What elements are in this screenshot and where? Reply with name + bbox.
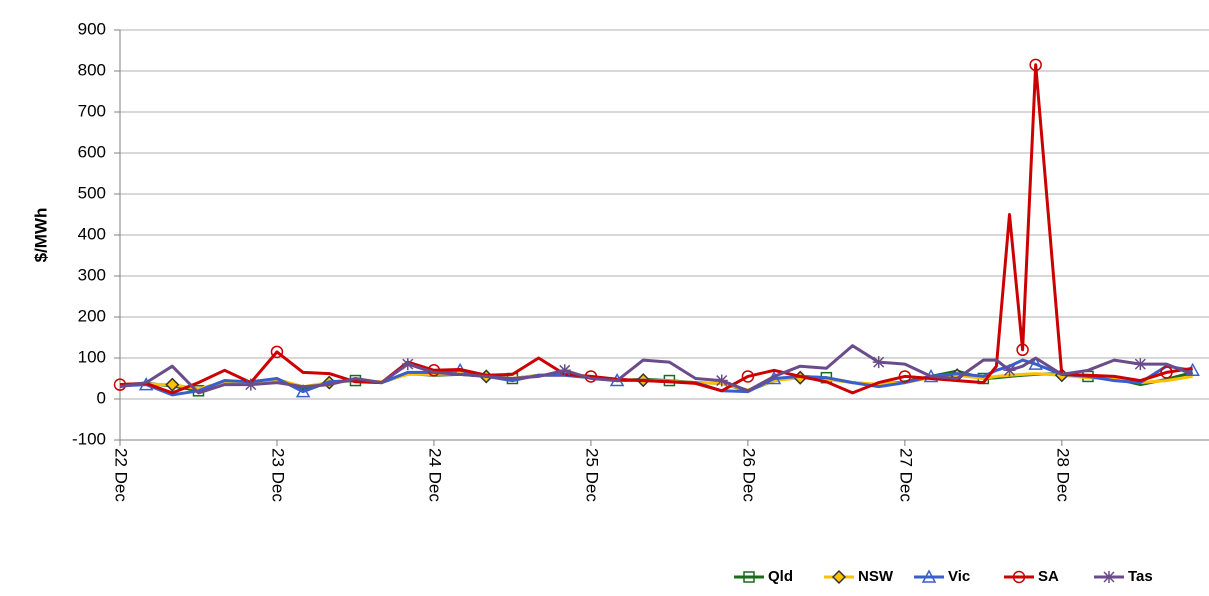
marker xyxy=(898,370,912,383)
marker xyxy=(872,356,885,369)
marker xyxy=(244,378,257,391)
x-tick-label: 27 Dec xyxy=(896,448,915,502)
y-tick-label: 100 xyxy=(78,347,106,366)
marker xyxy=(295,384,311,398)
marker xyxy=(921,569,937,583)
marker xyxy=(715,374,728,387)
y-tick-label: -100 xyxy=(72,429,106,448)
marker xyxy=(1003,364,1016,377)
legend-item: Vic xyxy=(914,568,970,585)
y-tick-label: 600 xyxy=(78,142,106,161)
y-tick-label: 900 xyxy=(78,19,106,38)
x-tick-label: 25 Dec xyxy=(582,448,601,502)
marker xyxy=(165,377,180,392)
legend-label: SA xyxy=(1038,568,1059,585)
marker xyxy=(831,569,847,585)
marker xyxy=(741,370,755,383)
x-tick-label: 24 Dec xyxy=(425,448,444,502)
y-tick-label: 200 xyxy=(78,306,106,325)
marker xyxy=(1160,366,1173,379)
y-axis-label: $/MWh xyxy=(31,208,50,263)
y-tick-label: 300 xyxy=(78,265,106,284)
legend-label: Qld xyxy=(768,568,793,585)
y-tick-label: 400 xyxy=(78,224,106,243)
marker xyxy=(1016,343,1029,357)
x-tick-label: 23 Dec xyxy=(268,448,287,502)
legend-item: NSW xyxy=(824,568,894,585)
x-tick-label: 22 Dec xyxy=(112,448,131,502)
x-tick-label: 26 Dec xyxy=(739,448,758,502)
legend-item: Qld xyxy=(734,568,793,585)
legend-item: Tas xyxy=(1094,568,1153,585)
legend-label: NSW xyxy=(858,568,894,585)
marker xyxy=(1103,571,1115,583)
y-tick-label: 700 xyxy=(78,101,106,120)
y-tick-label: 800 xyxy=(78,60,106,79)
legend-label: Vic xyxy=(948,568,970,585)
legend-label: Tas xyxy=(1128,568,1153,585)
marker xyxy=(1029,58,1042,72)
series-line xyxy=(119,63,1193,395)
y-tick-label: 500 xyxy=(78,183,106,202)
marker xyxy=(743,571,755,583)
marker xyxy=(558,364,571,377)
marker xyxy=(1012,570,1026,584)
marker xyxy=(1028,356,1043,370)
y-tick-label: 0 xyxy=(97,388,106,407)
marker xyxy=(1134,358,1147,371)
marker xyxy=(401,358,414,371)
legend-item: SA xyxy=(1004,568,1059,585)
series-line xyxy=(119,344,1194,395)
marker xyxy=(270,345,284,359)
x-tick-label: 28 Dec xyxy=(1053,448,1072,502)
